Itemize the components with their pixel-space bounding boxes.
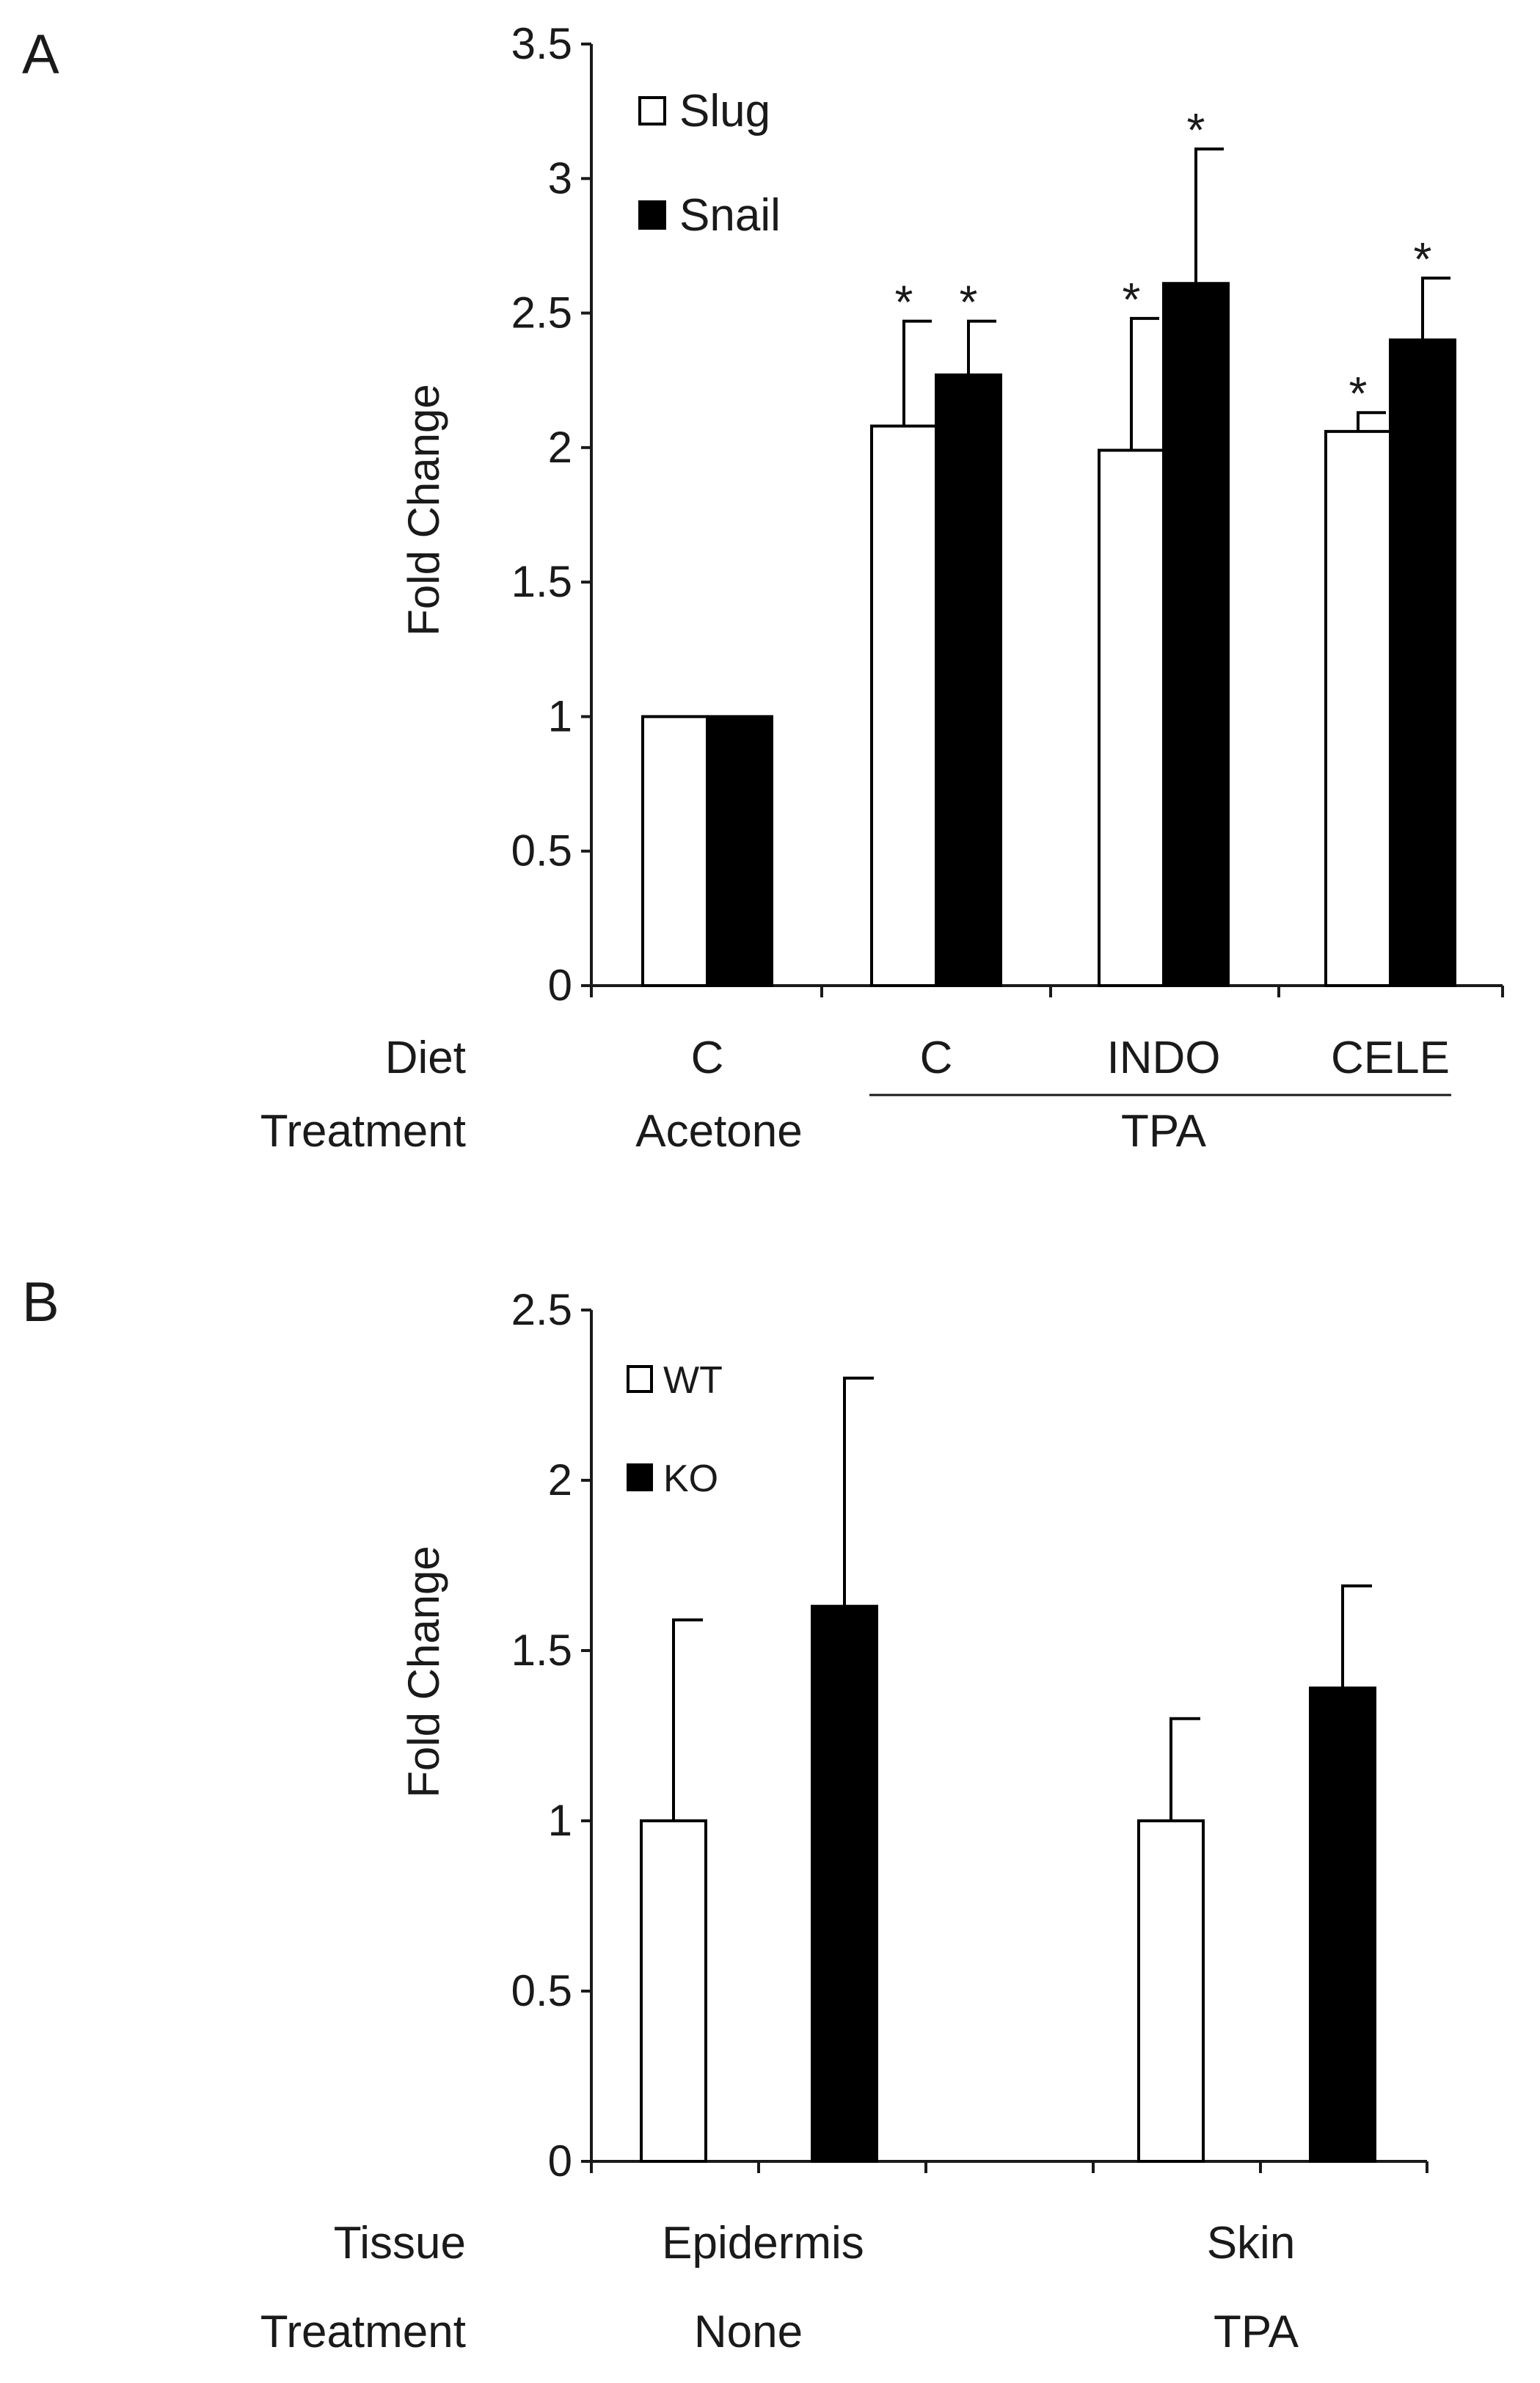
panel-a-bars: * * * * * * [641,103,1456,988]
significance-marker: * [1187,103,1205,156]
y-tick-label: 2.5 [511,1285,572,1334]
panel-a-label: A [22,23,59,86]
bar-ko-2 [1309,1687,1376,2164]
diet-label-4: CELE [1331,1033,1450,1083]
y-tick-label: 0.5 [511,826,572,876]
treatment-label-none: None [694,2307,803,2357]
y-tick-label: 3 [548,153,572,203]
legend-swatch-wt [627,1365,653,1393]
bar-slug-3 [1098,448,1165,987]
legend-label-slug: Slug [679,86,770,137]
diet-label-1: C [691,1033,724,1083]
panel-b-x-ticks [590,2161,1428,2173]
panel-a-legend: Slug Snail [638,86,781,241]
treatment-label-tpa-b: TPA [1214,2307,1299,2357]
legend-label-snail: Snail [679,190,781,241]
panel-a-y-axis-title: Fold Change [399,384,448,636]
significance-marker: * [1349,367,1368,420]
bar-wt-1 [640,1819,707,2163]
bar-slug-4 [1324,429,1392,987]
y-tick-label: 1.5 [511,557,572,606]
bar-snail-3 [1162,282,1230,987]
row-label-treatment-a: Treatment [260,1106,466,1157]
legend-swatch-slug [638,96,666,125]
bar-wt-2 [1137,1819,1205,2163]
significance-marker: * [1414,233,1432,285]
y-tick-label: 0.5 [511,1966,572,2015]
row-label-treatment-b: Treatment [260,2307,466,2357]
y-tick-label: 2 [548,1455,572,1505]
y-tick-label: 0 [548,2136,572,2186]
panel-b-legend: WT KO [627,1359,723,1500]
tissue-label-skin: Skin [1207,2218,1296,2269]
bar-slug-2 [870,424,938,987]
panel-b: B Fold Change 00.511.522.5 WT KO Tissue … [22,1271,1428,2357]
significance-marker: * [895,276,913,329]
treatment-label-tpa-a: TPA [1121,1106,1207,1157]
panel-b-label: B [22,1271,59,1334]
y-tick-label: 2 [548,423,572,472]
bar-slug-1 [641,715,709,988]
panel-a: A Fold Change 0 0.5 1 1.5 2 2.5 3 3.5 * * * * * * Sl… [22,19,1504,1157]
diet-label-2: C [920,1033,953,1083]
diet-label-3: INDO [1107,1033,1221,1083]
panel-a-y-ticks: 0 0.5 1 1.5 2 2.5 3 3.5 [511,19,591,1010]
legend-label-wt: WT [663,1359,723,1402]
legend-swatch-snail [638,200,666,230]
panel-a-x-ticks [590,986,1504,997]
bar-snail-1 [706,715,773,988]
tissue-label-epidermis: Epidermis [662,2218,864,2269]
significance-marker: * [1123,273,1141,326]
y-tick-label: 3.5 [511,19,572,68]
y-tick-label: 1 [548,1796,572,1845]
y-tick-label: 0 [548,961,572,1010]
legend-label-ko: KO [663,1458,718,1500]
panel-b-y-ticks: 0 0.5 1 1.5 2 2.5 [511,1285,591,2186]
bar-snail-4 [1389,338,1456,987]
panel-b-y-axis-title: Fold Change [399,1546,448,1798]
y-tick-label: 1.5 [511,1626,572,1675]
significance-marker: * [960,276,978,329]
y-tick-label: 1 [548,691,572,741]
bar-ko-1 [811,1604,878,2163]
treatment-label-acetone: Acetone [635,1106,803,1157]
bar-snail-2 [935,373,1002,987]
row-label-tissue: Tissue [334,2218,466,2269]
panel-b-bars [640,1376,1376,2164]
legend-swatch-ko [627,1463,653,1491]
y-tick-label: 2.5 [511,288,572,338]
row-label-diet: Diet [385,1033,466,1083]
